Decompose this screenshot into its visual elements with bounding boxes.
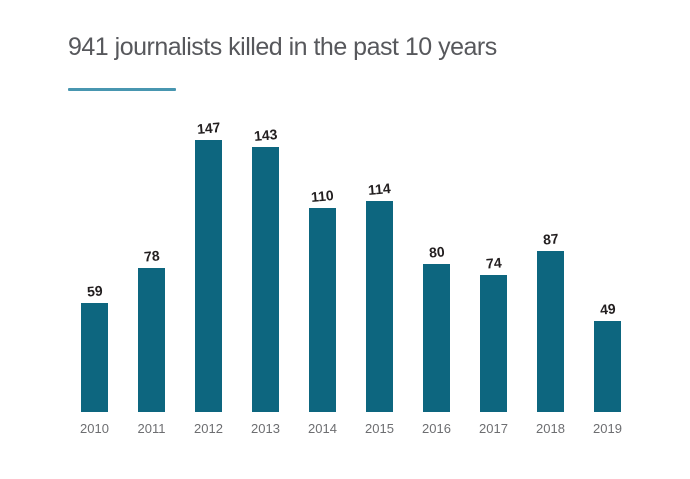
bar-value-label: 114 bbox=[367, 180, 392, 198]
bar-column-2011: 78 2011 bbox=[123, 115, 180, 436]
bar-column-2013: 143 2013 bbox=[237, 115, 294, 436]
bar-column-2012: 147 2012 bbox=[180, 115, 237, 436]
bar-value-label: 147 bbox=[196, 119, 221, 137]
bar-2019 bbox=[594, 321, 621, 412]
x-axis-tick-label: 2014 bbox=[308, 421, 337, 436]
x-axis-tick-label: 2017 bbox=[479, 421, 508, 436]
bar-column-2017: 74 2017 bbox=[465, 115, 522, 436]
bar-2010 bbox=[81, 303, 108, 412]
x-axis-tick-label: 2010 bbox=[80, 421, 109, 436]
bar-value-label: 87 bbox=[542, 230, 559, 248]
bar-2014 bbox=[309, 208, 336, 412]
x-axis-tick-label: 2019 bbox=[593, 421, 622, 436]
x-axis-tick-label: 2015 bbox=[365, 421, 394, 436]
bar-2017 bbox=[480, 275, 507, 412]
bar-2013 bbox=[252, 147, 279, 412]
bar-column-2010: 59 2010 bbox=[66, 115, 123, 436]
bar-2012 bbox=[195, 140, 222, 412]
x-axis-tick-label: 2012 bbox=[194, 421, 223, 436]
bar-value-label: 49 bbox=[599, 300, 616, 318]
bar-column-2019: 49 2019 bbox=[579, 115, 636, 436]
x-axis-tick-label: 2011 bbox=[137, 421, 166, 436]
bar-value-label: 59 bbox=[86, 282, 103, 300]
bar-chart: 59 2010 78 2011 147 2012 143 2013 bbox=[66, 115, 636, 436]
bar-column-2018: 87 2018 bbox=[522, 115, 579, 436]
bar-2015 bbox=[366, 201, 393, 412]
bar-column-2015: 114 2015 bbox=[351, 115, 408, 436]
x-axis-tick-label: 2018 bbox=[536, 421, 565, 436]
bar-value-label: 78 bbox=[143, 247, 160, 265]
x-axis-tick-label: 2013 bbox=[251, 421, 280, 436]
bar-value-label: 74 bbox=[485, 254, 502, 272]
bar-column-2016: 80 2016 bbox=[408, 115, 465, 436]
bar-value-label: 110 bbox=[310, 187, 335, 205]
bar-2011 bbox=[138, 268, 165, 412]
chart-title: 941 journalists killed in the past 10 ye… bbox=[68, 33, 497, 61]
bar-value-label: 80 bbox=[428, 243, 445, 261]
bar-value-label: 143 bbox=[253, 126, 278, 144]
x-axis-tick-label: 2016 bbox=[422, 421, 451, 436]
title-underline-rule bbox=[68, 88, 176, 91]
bar-column-2014: 110 2014 bbox=[294, 115, 351, 436]
bar-2016 bbox=[423, 264, 450, 412]
bar-2018 bbox=[537, 251, 564, 412]
